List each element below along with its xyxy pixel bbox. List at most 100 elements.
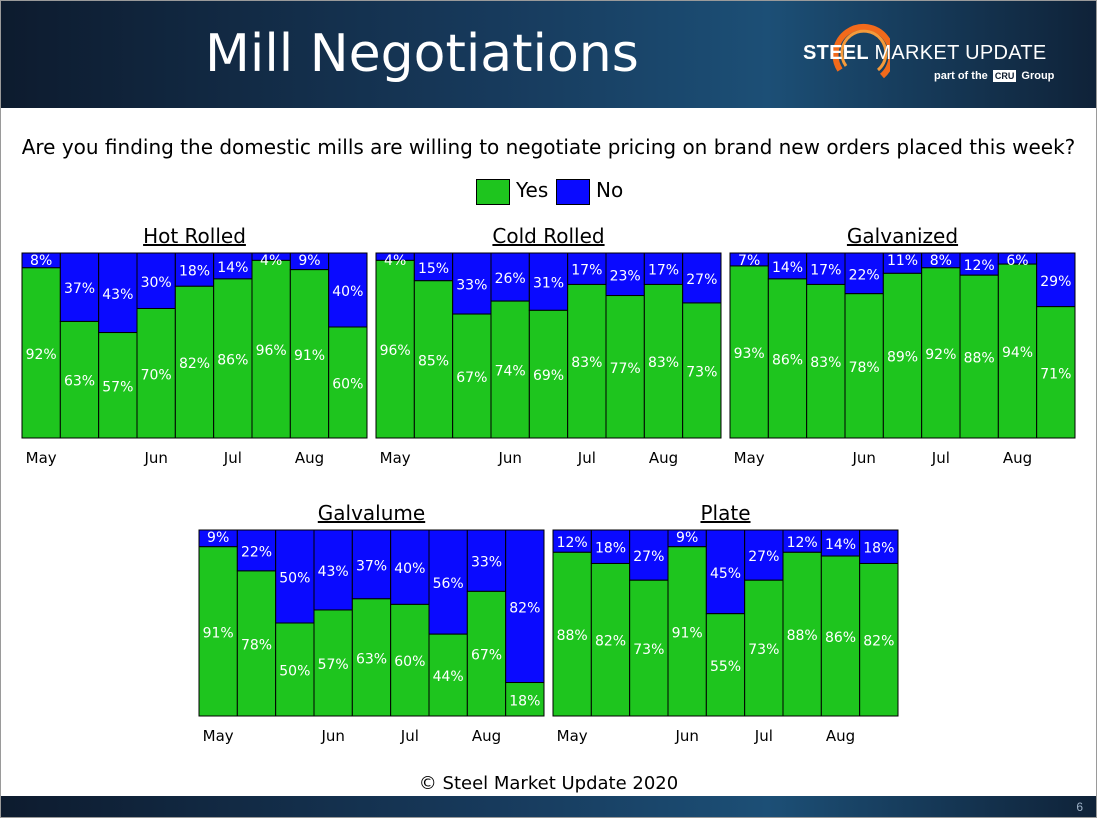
galvalume-bar-yes: [236, 570, 277, 717]
galvanized-label-yes: 78%: [849, 360, 880, 376]
plate-label-no: 12%: [787, 535, 818, 551]
hot-rolled-bar-yes: [289, 269, 330, 439]
plate-label-yes: 82%: [595, 634, 626, 650]
cold-rolled-label-yes: 67%: [456, 370, 487, 386]
galvalume-bar-no: [466, 529, 507, 592]
cold-rolled-bar-no: [567, 252, 607, 285]
plate-bar-yes: [859, 562, 899, 717]
brand-name: STEEL MARKET UPDATE: [803, 42, 1047, 65]
galvalume-label-yes: 63%: [356, 651, 387, 667]
hot-rolled-x-tick-label: Aug: [295, 449, 324, 467]
hot-rolled-bar-no: [98, 252, 138, 334]
plate-x-tick-label: May: [557, 727, 588, 745]
cold-rolled-label-yes: 69%: [533, 368, 564, 384]
cold-rolled-label-yes: 74%: [495, 364, 526, 380]
galvanized-bar-no: [1036, 252, 1076, 308]
galvanized-label-no: 12%: [964, 258, 995, 274]
plate-label-yes: 82%: [863, 634, 894, 650]
galvalume-chart: Galvalume 9% 91% 22% 78% 50% 50% 43% 57% 37% 63% 40…: [198, 501, 545, 745]
cold-rolled-label-no: 23%: [610, 268, 641, 284]
plate-label-yes: 73%: [748, 642, 779, 658]
galvalume-label-no: 43%: [318, 564, 349, 580]
hot-rolled-label-yes: 57%: [102, 379, 133, 395]
plate-bar-yes: [820, 555, 861, 717]
galvanized-bar-yes: [1036, 306, 1076, 439]
galvalume-bar-no: [313, 529, 353, 611]
hot-rolled-label-yes: 86%: [217, 352, 248, 368]
hot-rolled-label-no: 4%: [260, 253, 282, 269]
hot-rolled-bar-yes: [136, 308, 176, 439]
cold-rolled-x-tick-label: Jun: [497, 449, 521, 467]
plate-x-tick-label: Jul: [754, 727, 773, 745]
header-banner: Mill Negotiations STEEL MARKET UPDATE pa…: [0, 0, 1097, 108]
galvalume-label-yes: 44%: [433, 669, 464, 685]
galvalume-chart-title: Galvalume: [318, 501, 425, 525]
galvanized-x-tick-label: Jul: [931, 449, 950, 467]
galvalume-label-no: 37%: [356, 558, 387, 574]
galvalume-label-yes: 91%: [203, 625, 234, 641]
legend-yes-swatch: [476, 178, 510, 205]
galvanized-x-tick-label: Jun: [851, 449, 875, 467]
cold-rolled-label-no: 33%: [456, 278, 487, 294]
plate-label-no: 45%: [710, 566, 741, 582]
cold-rolled-label-yes: 77%: [610, 361, 641, 377]
cold-rolled-label-no: 15%: [418, 261, 449, 277]
plate-bar-no: [705, 529, 746, 615]
plate-x-tick-label: Aug: [826, 727, 855, 745]
plate-label-no: 14%: [825, 537, 856, 553]
galvanized-bar-yes: [806, 283, 846, 439]
plate-bar-yes: [705, 613, 746, 717]
galvanized-x-tick-label: Aug: [1003, 449, 1032, 467]
galvalume-label-no: 50%: [279, 571, 310, 587]
galvalume-bar-yes: [275, 622, 315, 717]
hot-rolled-chart-title: Hot Rolled: [143, 224, 246, 248]
hot-rolled-label-no: 37%: [64, 281, 95, 297]
smu-logo-swoosh-icon: [832, 23, 890, 79]
galvanized-label-yes: 83%: [810, 355, 841, 371]
legend-yes-label: Yes: [516, 178, 549, 202]
cold-rolled-chart: Cold Rolled 4% 96% 15% 85% 33% 67% 26% 74% 31% 69%…: [375, 224, 722, 467]
galvalume-label-yes: 78%: [241, 637, 272, 653]
galvanized-chart-title: Galvanized: [847, 224, 958, 248]
galvanized-label-yes: 88%: [964, 351, 995, 367]
hot-rolled-label-yes: 60%: [332, 377, 363, 393]
galvalume-x-tick-label: May: [203, 727, 234, 745]
galvanized-label-no: 17%: [810, 263, 841, 279]
hot-rolled-bar-yes: [98, 332, 138, 439]
hot-rolled-label-yes: 63%: [64, 374, 95, 390]
hot-rolled-label-yes: 91%: [294, 348, 325, 364]
galvalume-label-yes: 67%: [471, 648, 502, 664]
galvanized-bar-yes: [921, 267, 961, 439]
plate-label-no: 27%: [633, 549, 664, 565]
galvanized-x-tick-label: May: [734, 449, 765, 467]
cold-rolled-bar-no: [528, 252, 569, 311]
plate-x-tick-label: Jun: [674, 727, 698, 745]
cold-rolled-label-yes: 73%: [686, 364, 717, 380]
cold-rolled-x-tick-label: Aug: [649, 449, 678, 467]
galvanized-label-no: 22%: [849, 267, 880, 283]
plate-bar-no: [820, 529, 861, 557]
plate-label-yes: 86%: [825, 630, 856, 646]
galvalume-bar-no: [505, 529, 545, 684]
plate-bar-yes: [667, 546, 707, 717]
cold-rolled-label-no: 31%: [533, 276, 564, 292]
hot-rolled-x-tick-label: May: [26, 449, 57, 467]
cold-rolled-x-tick-label: Jul: [577, 449, 596, 467]
galvalume-label-no: 9%: [207, 530, 229, 546]
cold-rolled-label-no: 27%: [686, 272, 717, 288]
cold-rolled-label-yes: 83%: [648, 355, 679, 371]
tagline-post: Group: [1021, 70, 1055, 82]
plate-label-no: 18%: [595, 541, 626, 557]
galvalume-label-no: 33%: [471, 555, 502, 571]
hot-rolled-label-no: 9%: [298, 253, 320, 269]
galvanized-bar-yes: [997, 263, 1038, 439]
cold-rolled-bar-no: [490, 252, 530, 302]
galvalume-bar-yes: [428, 633, 468, 717]
plate-label-no: 12%: [557, 535, 588, 551]
cru-badge: CRU: [992, 70, 1017, 82]
galvalume-bar-no: [351, 529, 392, 600]
plate-label-yes: 88%: [557, 628, 588, 644]
plate-label-yes: 91%: [672, 625, 703, 641]
